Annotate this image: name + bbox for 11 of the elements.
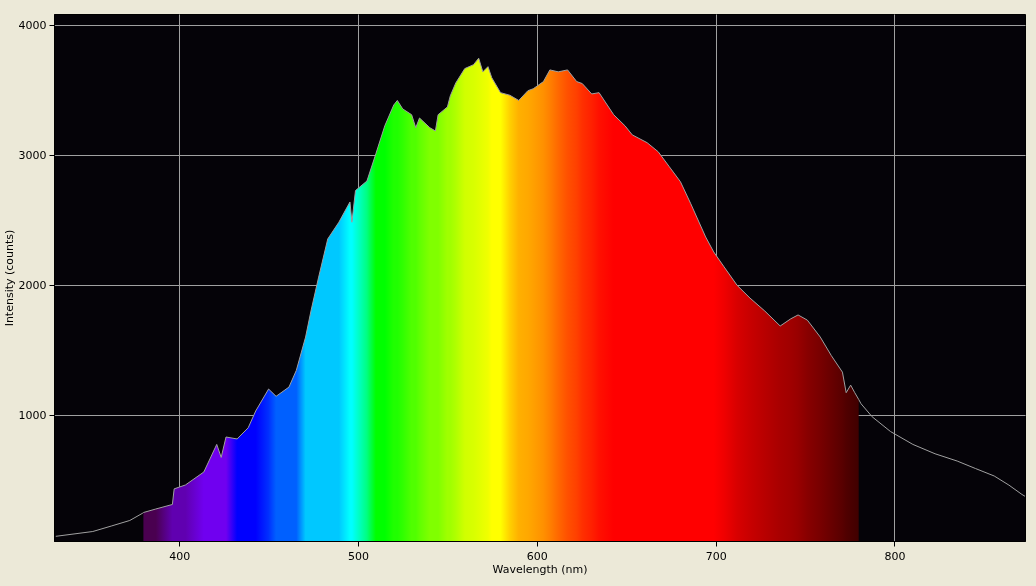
x-tick-label: 600 bbox=[526, 549, 548, 563]
y-tick-label: 4000 bbox=[18, 18, 47, 32]
x-tick-label: 500 bbox=[348, 549, 369, 563]
x-tick-label: 800 bbox=[884, 549, 906, 563]
y-axis-title: Intensity (counts) bbox=[2, 229, 16, 327]
y-tick-label: 2000 bbox=[18, 278, 47, 292]
y-tick-label: 3000 bbox=[18, 148, 47, 162]
y-tick-label: 1000 bbox=[18, 408, 47, 422]
x-axis-title: Wavelength (nm) bbox=[492, 562, 588, 576]
x-tick-label: 700 bbox=[705, 549, 727, 563]
x-tick-label: 400 bbox=[169, 549, 191, 563]
